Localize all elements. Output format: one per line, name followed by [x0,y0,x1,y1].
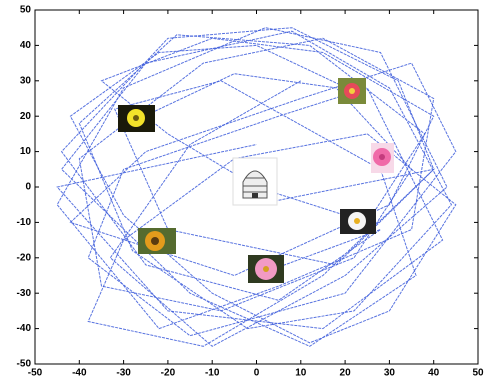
x-tick-label: 50 [472,368,484,379]
y-tick-label: -40 [17,323,32,334]
x-tick-label: -20 [161,368,176,379]
x-tick-label: -40 [72,368,87,379]
y-tick-label: 10 [20,146,32,157]
flower-icon [248,255,284,283]
trajectory [56,37,457,337]
flower-icon [118,105,155,132]
y-tick-label: 30 [20,75,32,86]
x-tick-label: 20 [340,368,352,379]
y-tick-label: -30 [17,288,32,299]
hive-icon [232,157,278,206]
flower-icon [338,78,366,104]
x-tick-label: 10 [295,368,307,379]
x-tick-label: -10 [205,368,220,379]
x-tick-label: 0 [254,368,260,379]
y-tick-label: 40 [20,40,32,51]
x-tick-label: -50 [28,368,43,379]
x-tick-label: -30 [116,368,131,379]
y-tick-label: 0 [25,182,31,193]
y-tick-label: -20 [17,252,32,263]
trajectory [60,27,457,347]
y-tick-label: -10 [17,217,32,228]
y-tick-label: 50 [20,5,32,16]
x-tick-label: 30 [384,368,396,379]
flower-icon [371,143,394,173]
x-tick-label: 40 [428,368,440,379]
y-tick-label: -50 [17,359,32,370]
flower-icon [138,228,176,254]
trajectory [56,27,448,347]
y-tick-label: 20 [20,111,32,122]
flower-icon [340,209,376,234]
